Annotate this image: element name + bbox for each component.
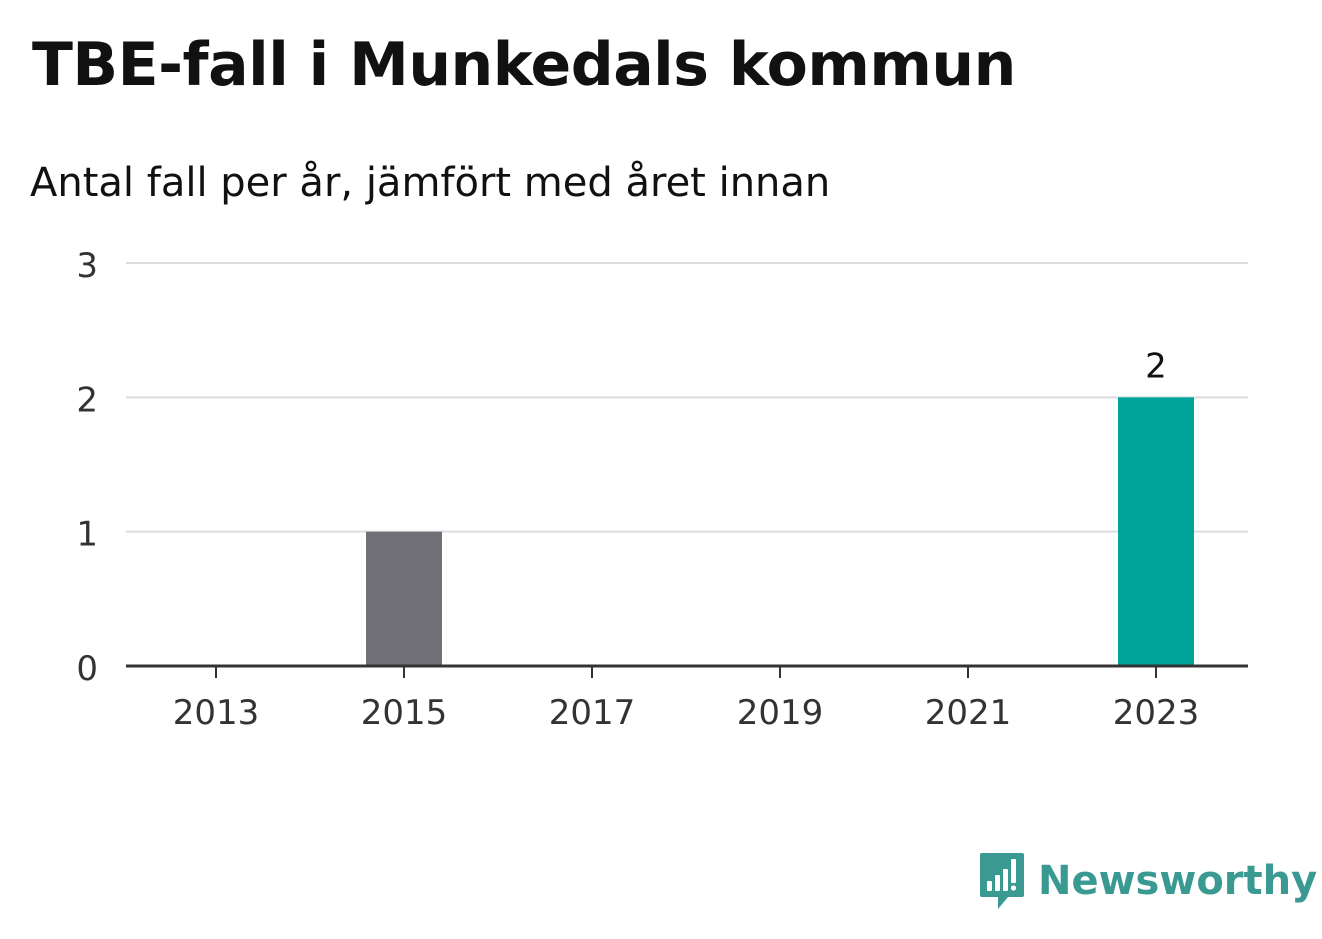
bar-2015	[366, 531, 442, 666]
newsworthy-logo-icon	[980, 853, 1024, 909]
brand-logo: Newsworthy	[978, 850, 1317, 912]
y-tick-label-0: 0	[76, 649, 98, 689]
bar-2023	[1118, 397, 1194, 666]
y-tick-label-3: 3	[76, 246, 98, 286]
bars	[366, 397, 1194, 666]
chart-subtitle: Antal fall per år, jämfört med året inna…	[30, 160, 831, 206]
axes	[126, 664, 1248, 678]
y-tick-label-2: 2	[76, 380, 98, 420]
brand-name: Newsworthy	[1038, 858, 1318, 904]
gridlines	[126, 262, 1248, 533]
x-tick-label-2023: 2023	[1113, 693, 1200, 733]
x-tick-label-2013: 2013	[173, 693, 260, 733]
y-tick-label-1: 1	[76, 515, 98, 555]
x-tick-label-2021: 2021	[925, 693, 1012, 733]
x-tick-label-2017: 2017	[549, 693, 636, 733]
data-label-2023: 2	[1145, 346, 1167, 386]
x-tick-label-2015: 2015	[361, 693, 448, 733]
labels: 0 1 2 3 2013 2015 2017 2019 2021 2023 2	[76, 246, 1199, 733]
x-tick-label-2019: 2019	[737, 693, 824, 733]
chart-title: TBE-fall i Munkedals kommun	[32, 30, 1016, 100]
